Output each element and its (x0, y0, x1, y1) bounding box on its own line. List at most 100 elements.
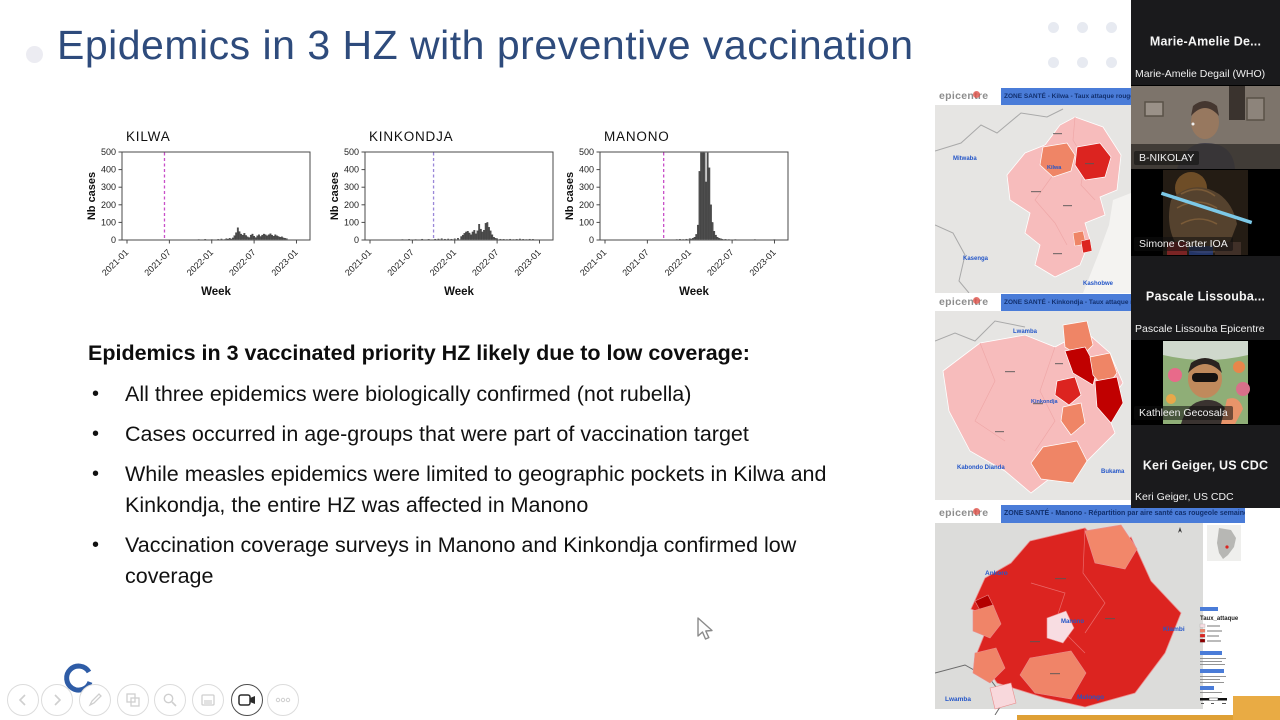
svg-text:Kabondo Dianda: Kabondo Dianda (957, 465, 1005, 471)
chart-manono: 0 100 200 300 400 500 2021-01 2021-07 2022-01 202… (562, 126, 802, 307)
svg-text:2021-01: 2021-01 (578, 247, 608, 277)
mouse-cursor-icon (697, 617, 713, 640)
bullet-item: All three epidemics were biologically co… (88, 379, 883, 410)
svg-text:0: 0 (589, 235, 594, 245)
magnifier-button[interactable] (154, 684, 186, 716)
svg-text:2021-07: 2021-07 (620, 247, 650, 277)
svg-text:Week: Week (679, 286, 709, 298)
participant-tile-simone[interactable]: Simone Carter IOA (1131, 170, 1280, 255)
camera-button[interactable] (231, 684, 263, 716)
bullet-item: Cases occurred in age-groups that were p… (88, 419, 883, 450)
svg-text:200: 200 (344, 200, 359, 210)
epicentre-logo: epicentre (935, 505, 1001, 523)
slides-icon (126, 693, 140, 707)
notes-icon (201, 694, 215, 706)
orange-banner-corner (1233, 696, 1280, 720)
epicentre-logo: epicentre (935, 88, 1001, 105)
svg-text:Manono: Manono (1061, 619, 1084, 625)
map-manono-image: Ankoro Manono Kiambi Mulongo Lwamba Taux… (935, 523, 1245, 715)
svg-text:2022-01: 2022-01 (663, 247, 693, 277)
participants-panel: Marie-Amelie De... Marie-Amelie Degail (… (1131, 0, 1280, 508)
svg-text:0: 0 (111, 235, 116, 245)
svg-text:0: 0 (354, 235, 359, 245)
svg-text:Mulongo: Mulongo (1077, 694, 1104, 701)
next-slide-button[interactable] (41, 684, 73, 716)
map-kilwa-title: ZONE SANTÉ - Kilwa - Taux attaque rougeo… (1001, 88, 1131, 105)
svg-text:Lwamba: Lwamba (1013, 329, 1038, 335)
participant-tile-keri[interactable]: Keri Geiger, US CDC Keri Geiger, US CDC (1131, 425, 1280, 508)
svg-text:Kilwa: Kilwa (1047, 165, 1062, 171)
pen-button[interactable] (79, 684, 111, 716)
participant-tile-kathleen[interactable]: Kathleen Gecosala (1131, 341, 1280, 424)
svg-text:2022-01: 2022-01 (428, 247, 458, 277)
svg-text:Kinkondja: Kinkondja (1031, 399, 1059, 405)
svg-text:MANONO: MANONO (604, 129, 670, 144)
map-kilwa: epicentre ZONE SANTÉ - Kilwa - Taux atta… (935, 88, 1131, 293)
svg-text:Nb cases: Nb cases (329, 172, 341, 220)
svg-text:2023-01: 2023-01 (747, 247, 777, 277)
svg-text:KILWA: KILWA (126, 129, 171, 144)
chart-kilwa: 0 100 200 300 400 500 2021-01 2021-07 2022-01 202… (84, 126, 324, 307)
more-button[interactable] (267, 684, 299, 716)
scale-bar-icon (1200, 697, 1227, 704)
slide-deco-dot (26, 46, 43, 63)
bullet-item: While measles epidemics were limited to … (88, 459, 883, 521)
svg-text:Taux_attaque: Taux_attaque (1200, 616, 1239, 622)
svg-text:200: 200 (579, 200, 594, 210)
svg-text:2022-07: 2022-07 (470, 247, 500, 277)
map-manono: epicentre ZONE SANTÉ - Manono - Répartit… (935, 505, 1245, 715)
svg-text:2021-01: 2021-01 (100, 247, 130, 277)
epicentre-logo: epicentre (935, 294, 1001, 311)
svg-text:Week: Week (444, 286, 474, 298)
svg-text:Nb cases: Nb cases (564, 172, 576, 220)
svg-text:2022-07: 2022-07 (227, 247, 257, 277)
svg-text:2023-01: 2023-01 (512, 247, 542, 277)
map-kinkondja-title: ZONE SANTÉ - Kinkondja - Taux attaque ro… (1001, 294, 1131, 311)
bullet-item: Vaccination coverage surveys in Manono a… (88, 530, 883, 592)
participant-video (1131, 86, 1280, 169)
orange-banner-strip (1017, 715, 1280, 720)
participant-name-label: Simone Carter IOA (1134, 237, 1233, 251)
magnifier-icon (163, 693, 177, 707)
participant-display-name: Marie-Amelie De... (1149, 33, 1262, 48)
bullet-list: All three epidemics were biologically co… (88, 379, 883, 601)
svg-text:500: 500 (344, 147, 359, 157)
svg-text:Lwamba: Lwamba (945, 696, 971, 703)
chart-kinkondja: 0 100 200 300 400 500 2021-01 2021-07 2022-01 202… (327, 126, 567, 307)
previous-slide-button[interactable] (7, 684, 39, 716)
svg-text:500: 500 (101, 147, 116, 157)
svg-text:100: 100 (344, 217, 359, 227)
svg-text:2021-07: 2021-07 (385, 247, 415, 277)
svg-text:300: 300 (344, 182, 359, 192)
svg-text:200: 200 (101, 200, 116, 210)
slide-heading: Epidemics in 3 vaccinated priority HZ li… (88, 341, 750, 365)
svg-text:Kashobwe: Kashobwe (1083, 281, 1114, 287)
participant-tile-pascale[interactable]: Pascale Lissouba... Pascale Lissouba Epi… (1131, 256, 1280, 340)
pen-icon (88, 693, 102, 707)
participant-display-name: Pascale Lissouba... (1145, 289, 1266, 304)
svg-text:400: 400 (344, 165, 359, 175)
north-arrow-icon (1178, 527, 1182, 533)
previous-icon (18, 694, 26, 706)
participant-tile-b-nikolay[interactable]: B-NIKOLAY (1131, 86, 1280, 169)
more-icon (275, 697, 291, 703)
participant-name-label: Kathleen Gecosala (1134, 406, 1233, 420)
participant-tile-marie-amelie[interactable]: Marie-Amelie De... Marie-Amelie Degail (… (1131, 0, 1280, 85)
svg-text:Mitwaba: Mitwaba (953, 156, 977, 162)
participant-name-label: B-NIKOLAY (1134, 151, 1200, 165)
next-icon (54, 694, 62, 706)
svg-text:Week: Week (201, 286, 231, 298)
notes-button[interactable] (192, 684, 224, 716)
slide-title: Epidemics in 3 HZ with preventive vaccin… (57, 22, 914, 68)
svg-text:400: 400 (101, 165, 116, 175)
svg-text:Kasenga: Kasenga (963, 256, 989, 262)
africa-inset-map (1207, 525, 1241, 561)
svg-text:100: 100 (101, 217, 116, 227)
svg-text:300: 300 (579, 182, 594, 192)
svg-text:KINKONDJA: KINKONDJA (369, 129, 453, 144)
participant-name-label: Marie-Amelie Degail (WHO) (1135, 68, 1266, 80)
svg-text:Kiambi: Kiambi (1163, 626, 1185, 633)
svg-text:Bukama: Bukama (1101, 469, 1125, 475)
svg-text:2021-01: 2021-01 (343, 247, 373, 277)
slides-button[interactable] (117, 684, 149, 716)
